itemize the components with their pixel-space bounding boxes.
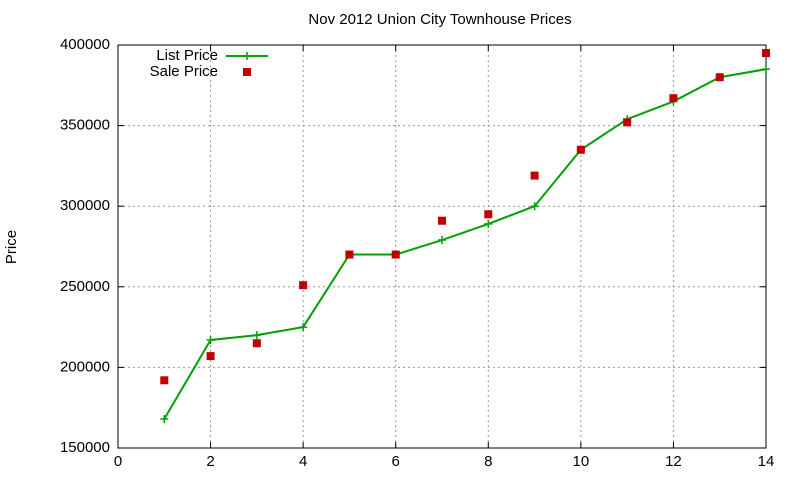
plot-frame: [117, 44, 767, 449]
point-marker: [160, 376, 169, 385]
legend-swatch: [243, 52, 251, 60]
point-marker: [530, 171, 539, 180]
x-tick-label: 10: [573, 453, 590, 470]
x-tick-label: 12: [665, 453, 682, 470]
x-tick-label: 4: [299, 453, 307, 470]
legend-label: Sale Price: [150, 63, 218, 80]
point-marker: [484, 219, 493, 228]
y-axis-label: Price: [3, 230, 20, 264]
point-marker: [576, 145, 585, 154]
point-marker: [252, 339, 261, 348]
point-marker: [762, 49, 770, 58]
point-marker: [299, 323, 308, 332]
chart-title: Nov 2012 Union City Townhouse Prices: [308, 11, 571, 28]
point-marker: [762, 65, 770, 74]
series-line: [163, 68, 767, 420]
y-tick-label: 250000: [60, 278, 110, 295]
point-marker: [345, 250, 354, 259]
y-tick-label: 300000: [60, 197, 110, 214]
x-tick-label: 6: [392, 453, 400, 470]
y-tick-label: 350000: [60, 117, 110, 134]
point-marker: [206, 352, 215, 361]
x-tick-label: 8: [484, 453, 492, 470]
x-tick-label: 14: [758, 453, 775, 470]
point-marker: [299, 281, 308, 290]
point-marker: [252, 331, 261, 340]
point-marker: [438, 216, 446, 225]
point-marker: [715, 73, 724, 82]
point-marker: [206, 335, 215, 344]
y-tick-label: 400000: [60, 36, 110, 53]
point-marker: [160, 414, 169, 423]
point-marker: [484, 210, 493, 219]
point-marker: [438, 236, 446, 245]
point-marker: [530, 202, 539, 211]
point-marker: [391, 250, 400, 259]
legend-label: List Price: [156, 47, 218, 64]
legend-swatch: [243, 68, 251, 76]
y-tick-label: 150000: [60, 439, 110, 456]
y-tick-label: 200000: [60, 358, 110, 375]
point-marker: [623, 118, 632, 127]
point-marker: [669, 94, 678, 103]
x-tick-label: 0: [114, 453, 122, 470]
x-tick-label: 2: [206, 453, 214, 470]
